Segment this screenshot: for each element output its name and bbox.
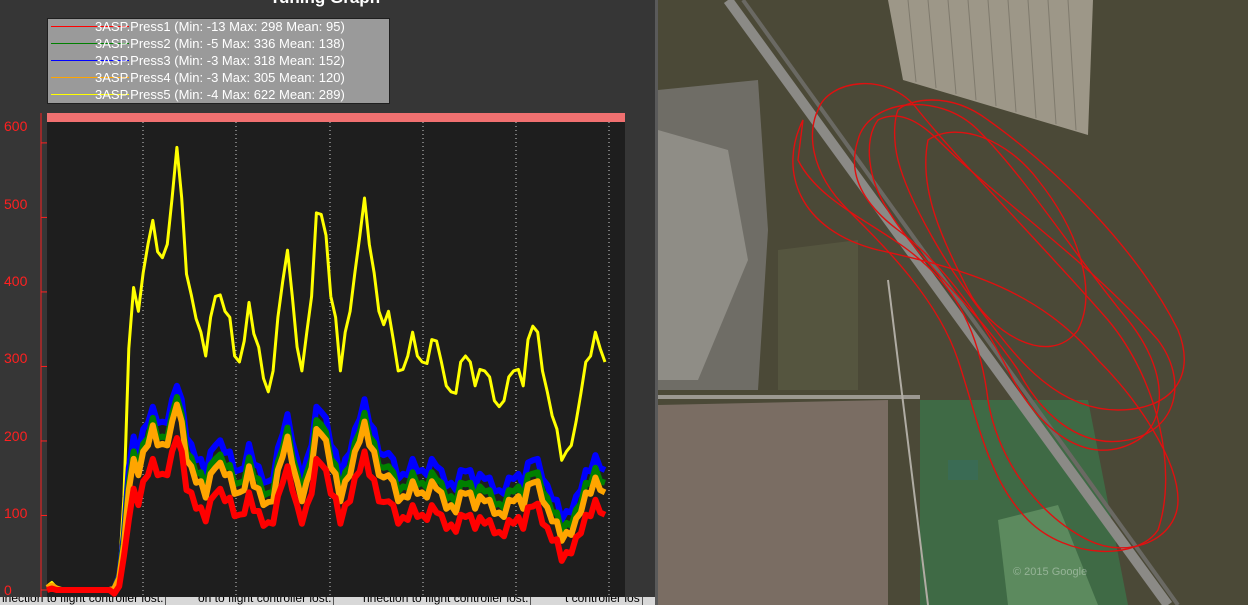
legend-swatch bbox=[51, 94, 129, 95]
satellite-map[interactable]: © 2015 Google bbox=[658, 0, 1248, 605]
legend-label: 3ASP.Press5 (Min: -4 Max: 622 Mean: 289) bbox=[95, 87, 345, 102]
graph-title: Tuning Graph bbox=[200, 0, 450, 8]
map-attribution: © 2015 Google bbox=[1013, 566, 1088, 578]
legend-swatch bbox=[51, 43, 129, 44]
railway bbox=[741, 0, 1180, 605]
legend-item-press2[interactable]: 3ASP.Press2 (Min: -5 Max: 336 Mean: 138) bbox=[48, 36, 388, 52]
park-lawn bbox=[998, 505, 1098, 605]
series-lines bbox=[45, 145, 607, 597]
status-message: nnection to flight controller lost. bbox=[0, 597, 167, 605]
legend-item-press3[interactable]: 3ASP.Press3 (Min: -3 Max: 318 Mean: 152) bbox=[48, 53, 388, 69]
legend-item-press5[interactable]: 3ASP.Press5 (Min: -4 Max: 622 Mean: 289) bbox=[48, 87, 388, 103]
tuning-graph-panel: Tuning Graph 600 500 400 300 200 100 0 3… bbox=[0, 0, 655, 605]
y-tick-label: 100 bbox=[4, 505, 28, 521]
status-message: t controller los bbox=[565, 597, 643, 605]
series-line-4 bbox=[45, 401, 607, 593]
highway bbox=[723, 0, 1173, 605]
y-tick-label: 300 bbox=[4, 350, 28, 366]
farm-field-left bbox=[658, 400, 888, 605]
y-tick-label: 400 bbox=[4, 273, 28, 289]
legend-label: 3ASP.Press3 (Min: -3 Max: 318 Mean: 152) bbox=[95, 53, 345, 68]
y-tick-label: 200 bbox=[4, 428, 28, 444]
crop-rows bbox=[907, 0, 1077, 131]
path bbox=[887, 279, 929, 605]
y-tick-label: 0 bbox=[4, 582, 12, 598]
legend-label: 3ASP.Press4 (Min: -3 Max: 305 Mean: 120) bbox=[95, 70, 345, 85]
series-line-1 bbox=[46, 145, 607, 592]
graph-legend[interactable]: 3ASP.Press1 (Min: -13 Max: 298 Mean: 95)… bbox=[47, 18, 390, 104]
series-line-5 bbox=[46, 435, 607, 597]
status-message: on to flight controller lost. bbox=[198, 597, 335, 605]
status-message-strip: nnection to flight controller lost. on t… bbox=[0, 597, 655, 605]
legend-label: 3ASP.Press2 (Min: -5 Max: 336 Mean: 138) bbox=[95, 36, 345, 51]
plot-top-band bbox=[47, 113, 625, 122]
legend-swatch bbox=[51, 60, 129, 61]
legend-label: 3ASP.Press1 (Min: -13 Max: 298 Mean: 95) bbox=[95, 19, 345, 34]
y-tick-label: 500 bbox=[4, 196, 28, 212]
quarry-pit bbox=[658, 130, 748, 380]
flight-track bbox=[792, 83, 1185, 553]
y-tick-label: 600 bbox=[4, 118, 28, 134]
plot-background bbox=[47, 113, 625, 597]
status-message: nnection to flight controller lost. bbox=[363, 597, 532, 605]
legend-swatch bbox=[51, 77, 129, 78]
pond bbox=[948, 460, 978, 480]
grid-lines bbox=[41, 122, 610, 597]
field-patch bbox=[778, 240, 858, 390]
crop-field bbox=[888, 0, 1093, 135]
legend-item-press1[interactable]: 3ASP.Press1 (Min: -13 Max: 298 Mean: 95) bbox=[48, 19, 388, 35]
legend-item-press4[interactable]: 3ASP.Press4 (Min: -3 Max: 305 Mean: 120) bbox=[48, 70, 388, 86]
plot-area[interactable] bbox=[0, 0, 655, 605]
legend-swatch bbox=[51, 26, 129, 27]
panel-splitter[interactable] bbox=[655, 0, 658, 605]
map-canvas bbox=[658, 0, 1248, 605]
